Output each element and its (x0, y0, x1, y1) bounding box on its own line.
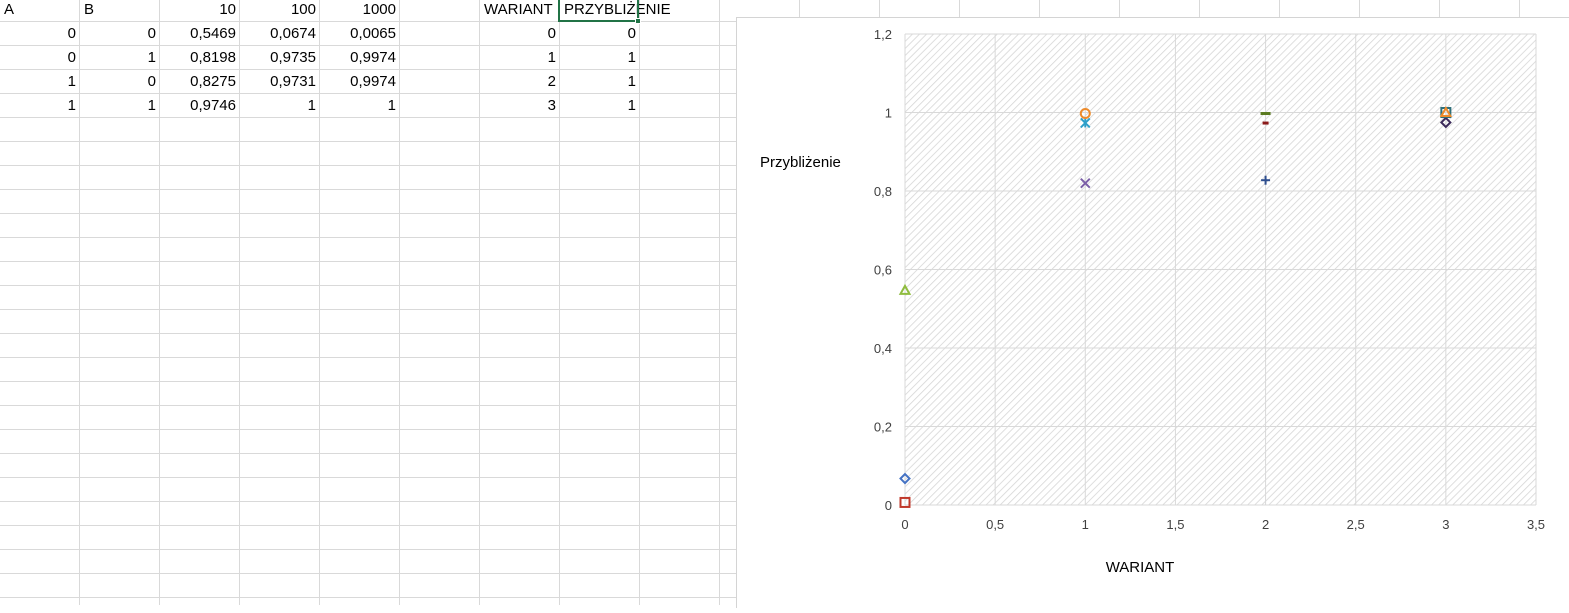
y-tick-label: 0 (885, 498, 892, 513)
y-tick-label: 0,2 (874, 420, 892, 435)
cell-r3-c3[interactable]: 0,9731 (270, 73, 316, 90)
x-axis-title[interactable]: WARIANT (1106, 559, 1175, 576)
x-tick-label: 3 (1442, 517, 1449, 532)
x-tick-label: 1,5 (1166, 517, 1184, 532)
data-point-triangle[interactable] (1439, 105, 1453, 117)
active-cell-selection[interactable] (558, 0, 639, 22)
cell-r2-c0[interactable]: 0 (67, 49, 76, 66)
data-point-x[interactable] (1080, 178, 1091, 189)
cell-r1-c3[interactable]: 0,0674 (270, 25, 316, 42)
y-axis-ticks: 0 0,2 0,4 0,6 0,8 1 1,2 (874, 27, 892, 513)
cell-r1-c4[interactable]: 0,0065 (350, 25, 396, 42)
cell-r3-c0[interactable]: 1 (67, 73, 76, 90)
y-tick-label: 1,2 (874, 27, 892, 42)
cell-r3-c6[interactable]: 2 (547, 73, 556, 90)
data-point-triangle[interactable] (898, 283, 912, 295)
scatter-chart[interactable]: 0 0,5 1 1,5 2 2,5 3 3,5 0 0,2 0,4 0,6 0,8 1 1,2 Przyb… (737, 18, 1569, 608)
data-point-plus[interactable] (1261, 175, 1271, 185)
cell-r2-c3[interactable]: 0,9735 (270, 49, 316, 66)
header-cell-3[interactable]: 100 (290, 1, 316, 18)
cell-r1-c7[interactable]: 0 (627, 25, 636, 42)
data-point-asterisk[interactable] (1080, 117, 1091, 129)
cell-r1-c6[interactable]: 0 (547, 25, 556, 42)
chart-area[interactable]: 0 0,5 1 1,5 2 2,5 3 3,5 0 0,2 0,4 0,6 0,8 1 1,2 Przyb… (736, 17, 1569, 608)
x-tick-label: 1 (1082, 517, 1089, 532)
header-cell-6[interactable]: WARIANT (484, 1, 553, 18)
chart-gridlines (904, 33, 1537, 506)
data-point-diamond[interactable] (1439, 116, 1452, 129)
header-cell-7[interactable]: PRZYBLIŻENIE (564, 1, 671, 18)
x-tick-label: 3,5 (1527, 517, 1545, 532)
x-axis-ticks: 0 0,5 1 1,5 2 2,5 3 3,5 (901, 517, 1545, 532)
cell-r1-c0[interactable]: 0 (67, 25, 76, 42)
cell-r4-c4[interactable]: 1 (387, 97, 396, 114)
cell-r2-c1[interactable]: 1 (147, 49, 156, 66)
cell-r1-c1[interactable]: 0 (147, 25, 156, 42)
cell-r3-c7[interactable]: 1 (627, 73, 636, 90)
cell-r4-c6[interactable]: 3 (547, 97, 556, 114)
cell-r3-c4[interactable]: 0,9974 (350, 73, 396, 90)
data-point-square[interactable] (899, 496, 911, 508)
cell-r3-c1[interactable]: 0 (147, 73, 156, 90)
cell-r3-c2[interactable]: 0,8275 (190, 73, 236, 90)
header-cell-2[interactable]: 10 (219, 1, 236, 18)
header-cell-0[interactable]: A (4, 1, 15, 18)
cell-r4-c2[interactable]: 0,9746 (190, 97, 236, 114)
y-tick-label: 1 (885, 106, 892, 121)
y-tick-label: 0,8 (874, 184, 892, 199)
y-tick-label: 0,4 (874, 341, 892, 356)
cell-r2-c4[interactable]: 0,9974 (350, 49, 396, 66)
cell-r4-c1[interactable]: 1 (147, 97, 156, 114)
x-tick-label: 0,5 (986, 517, 1004, 532)
fill-handle[interactable] (635, 18, 641, 24)
cell-r1-c2[interactable]: 0,5469 (190, 25, 236, 42)
cell-r4-c3[interactable]: 1 (307, 97, 316, 114)
cell-r2-c7[interactable]: 1 (627, 49, 636, 66)
x-tick-label: 2,5 (1347, 517, 1365, 532)
data-points[interactable] (898, 105, 1453, 508)
cell-r4-c7[interactable]: 1 (627, 97, 636, 114)
header-cell-1[interactable]: B (84, 1, 95, 18)
data-point-diamond[interactable] (899, 472, 911, 485)
x-tick-label: 2 (1262, 517, 1269, 532)
cell-r2-c2[interactable]: 0,8198 (190, 49, 236, 66)
header-cell-4[interactable]: 1000 (362, 1, 396, 18)
cell-r4-c0[interactable]: 1 (67, 97, 76, 114)
x-tick-label: 0 (901, 517, 908, 532)
y-tick-label: 0,6 (874, 263, 892, 278)
cell-r2-c6[interactable]: 1 (547, 49, 556, 66)
data-point-circle[interactable] (1079, 108, 1091, 120)
y-axis-title[interactable]: Przybliżenie (760, 154, 841, 171)
